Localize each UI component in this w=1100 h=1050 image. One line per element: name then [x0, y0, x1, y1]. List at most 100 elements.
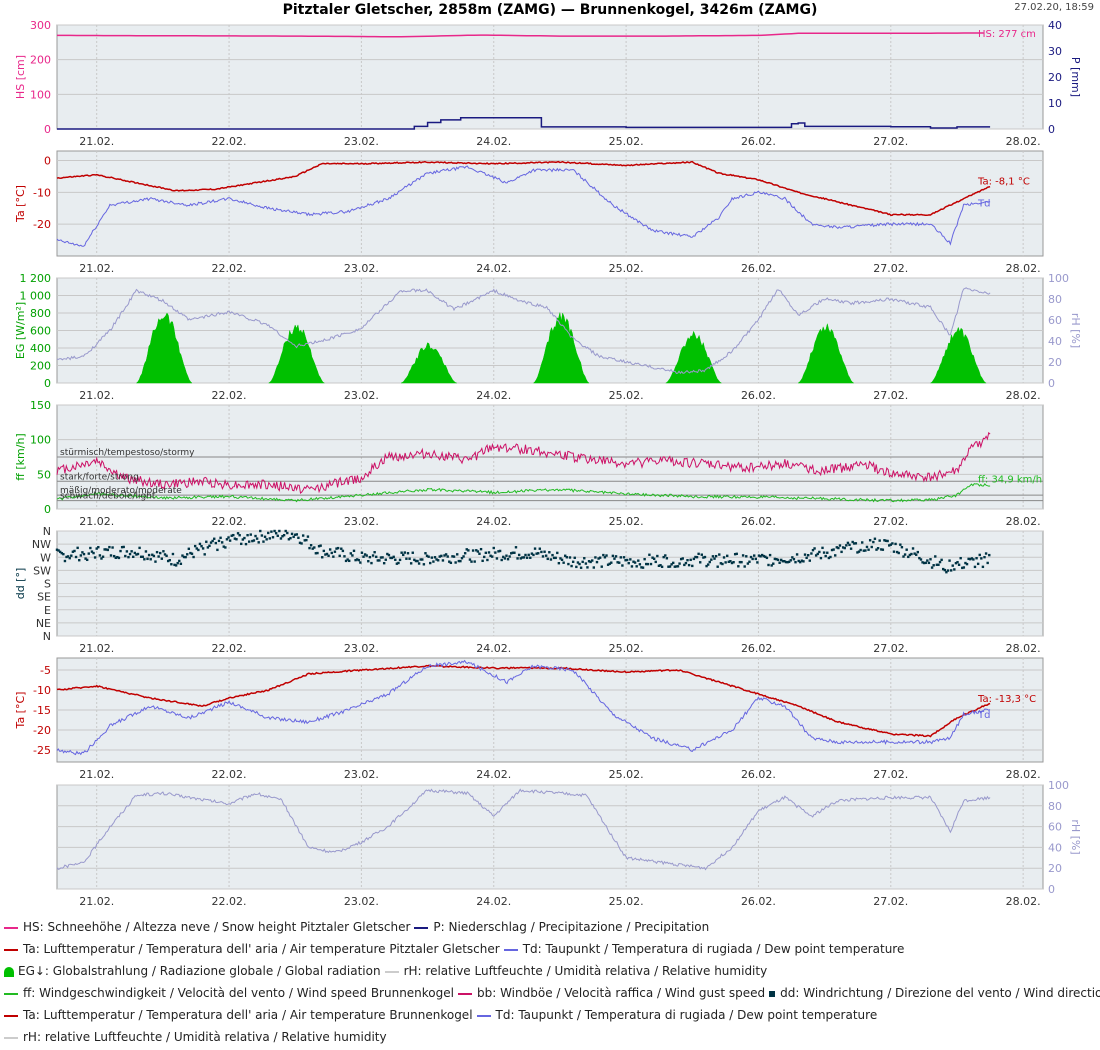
wind-direction-point	[287, 538, 291, 541]
wind-direction-point	[929, 558, 932, 561]
x-tick-label: 22.02.	[212, 389, 247, 402]
wind-direction-point	[375, 555, 378, 559]
x-tick-label: 22.02.	[212, 642, 247, 655]
wind-direction-point	[281, 535, 284, 538]
legend-swatch	[4, 1014, 18, 1017]
wind-direction-point	[967, 557, 970, 561]
wind-direction-point	[171, 552, 175, 556]
wind-direction-point	[551, 553, 554, 557]
wind-direction-point	[705, 564, 708, 568]
y-tick-label: -20	[33, 218, 51, 231]
x-tick-label: 21.02.	[79, 262, 114, 275]
wind-direction-point	[543, 550, 546, 553]
wind-direction-point	[633, 561, 637, 564]
legend-label: EG↓: Globalstrahlung / Radiazione global…	[18, 964, 381, 978]
legend-swatch	[4, 992, 18, 995]
wind-direction-point	[854, 542, 858, 545]
wind-direction-point	[894, 542, 897, 546]
wind-direction-point	[760, 553, 764, 557]
x-tick-label: 21.02.	[79, 515, 114, 528]
wind-direction-point	[679, 557, 683, 561]
legend-swatch	[503, 948, 518, 951]
chart-panel-snow_precip	[56, 24, 1044, 130]
wind-direction-point	[249, 533, 252, 536]
wind-direction-point	[128, 552, 132, 556]
x-tick-label: 26.02.	[741, 642, 776, 655]
wind-direction-point	[986, 561, 989, 565]
wind-direction-point	[384, 558, 387, 561]
x-tick-label: 22.02.	[212, 895, 247, 908]
wind-direction-point	[74, 555, 78, 559]
x-tick-label: 25.02.	[609, 768, 644, 781]
wind-direction-point	[695, 555, 699, 559]
wind-direction-point	[797, 559, 800, 563]
wind-direction-point	[219, 536, 222, 539]
wind-direction-point	[851, 540, 854, 544]
wind-direction-point	[165, 554, 168, 558]
wind-direction-point	[422, 563, 426, 566]
wind-direction-point	[483, 555, 486, 559]
series-line-bb	[56, 431, 991, 495]
wind-direction-point	[387, 553, 391, 557]
wind-direction-point	[217, 539, 221, 543]
wind-direction-point	[849, 547, 853, 550]
wind-direction-point	[260, 534, 264, 537]
legend-item: ff: Windgeschwindigkeit / Velocità del v…	[4, 982, 454, 1004]
wind-direction-point	[660, 565, 664, 568]
wind-direction-point	[735, 552, 738, 556]
wind-direction-point	[84, 557, 87, 560]
wind-direction-point	[352, 549, 356, 553]
y-tick-label: N	[43, 630, 51, 643]
wind-direction-point	[376, 559, 380, 562]
wind-direction-point	[957, 563, 961, 566]
wind-direction-point	[946, 569, 950, 572]
wind-direction-point	[276, 534, 279, 538]
wind-direction-point	[344, 559, 348, 563]
wind-direction-point	[605, 554, 608, 557]
wind-direction-point	[908, 553, 912, 557]
legend-label: ff: Windgeschwindigkeit / Velocità del v…	[23, 986, 454, 1000]
wind-direction-point	[417, 562, 421, 565]
wind-direction-point	[897, 551, 900, 555]
y-tick-label: 600	[30, 325, 51, 338]
wind-direction-point	[988, 553, 991, 557]
wind-direction-point	[139, 555, 143, 558]
wind-direction-point	[659, 564, 662, 567]
wind-direction-point	[500, 558, 503, 562]
wind-direction-point	[195, 547, 198, 550]
wind-direction-point	[240, 542, 243, 546]
wind-direction-point	[300, 542, 303, 545]
wind-direction-point	[535, 552, 538, 555]
y-tick-label: 150	[30, 399, 51, 412]
wind-direction-point	[273, 529, 276, 533]
wind-direction-point	[411, 551, 414, 554]
wind-direction-point	[881, 548, 885, 551]
wind-direction-point	[778, 561, 781, 564]
wind-direction-point	[189, 551, 192, 555]
wind-direction-point	[919, 558, 923, 561]
wind-direction-point	[351, 554, 354, 557]
y-axis-title: dd [°]	[14, 568, 27, 600]
wind-direction-point	[748, 560, 751, 563]
legend-swatch	[769, 990, 776, 997]
wind-direction-point	[853, 542, 856, 545]
wind-direction-point	[220, 541, 224, 544]
wind-direction-point	[691, 564, 694, 568]
wind-direction-point	[664, 554, 667, 557]
legend-row: rH: relative Luftfeuchte / Umidità relat…	[4, 1026, 1094, 1048]
y-tick-label-right: 40	[1048, 19, 1062, 32]
wind-direction-point	[579, 566, 583, 569]
wind-direction-point	[405, 557, 408, 560]
wind-direction-point	[876, 547, 880, 550]
wind-direction-point	[840, 550, 843, 554]
y-tick-label-right: 40	[1048, 841, 1062, 854]
wind-direction-point	[883, 539, 886, 542]
wind-direction-point	[789, 559, 792, 562]
wind-direction-point	[540, 550, 543, 554]
wind-direction-point	[85, 558, 89, 562]
wind-direction-point	[79, 554, 83, 557]
wind-direction-point	[498, 549, 502, 553]
x-tick-label: 28.02.	[1006, 768, 1041, 781]
y-axis-title: Ta [°C]	[14, 185, 27, 223]
wind-direction-point	[595, 560, 599, 564]
